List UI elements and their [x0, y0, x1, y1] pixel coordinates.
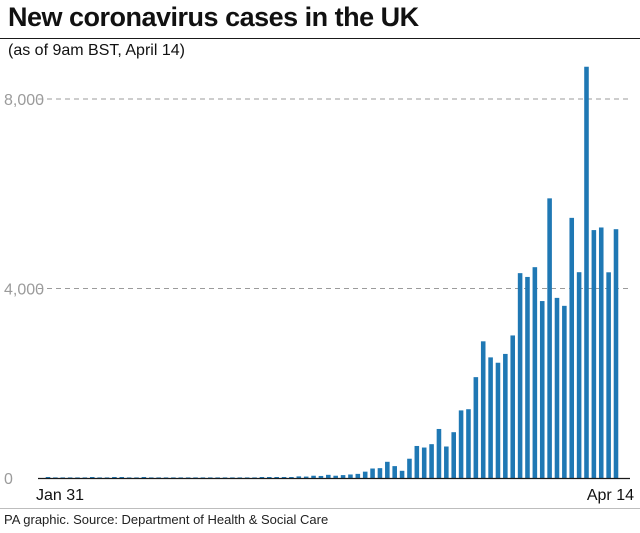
bar	[532, 267, 538, 478]
bar	[119, 477, 125, 478]
bar	[252, 477, 257, 478]
bar	[348, 474, 353, 478]
bar	[569, 217, 575, 479]
bar	[591, 230, 597, 478]
chart-subtitle: (as of 9am BST, April 14)	[8, 42, 185, 59]
bar	[480, 341, 486, 478]
bar	[89, 477, 95, 478]
bar	[259, 477, 265, 478]
bar	[185, 477, 191, 478]
bar	[53, 477, 58, 478]
bar	[311, 475, 316, 478]
bar	[429, 444, 434, 478]
title-divider	[0, 38, 640, 39]
bar	[488, 357, 493, 478]
bar	[97, 477, 102, 478]
bar	[399, 470, 405, 478]
bar	[141, 477, 147, 478]
bar	[458, 410, 464, 478]
bar	[281, 477, 287, 478]
bar	[208, 477, 213, 478]
bar	[163, 477, 169, 478]
bar	[444, 446, 449, 478]
bar	[126, 477, 132, 478]
bar	[104, 477, 110, 478]
footer-divider	[0, 508, 640, 509]
bar	[503, 353, 508, 478]
bar	[562, 305, 567, 478]
bar	[385, 461, 390, 478]
x-tick-label: Jan 31	[36, 487, 84, 504]
bar	[178, 477, 184, 478]
bar	[584, 66, 589, 479]
bar	[377, 468, 383, 478]
bar	[200, 477, 206, 478]
bar	[193, 477, 198, 478]
bars	[45, 66, 619, 479]
bar	[355, 473, 361, 478]
bar	[473, 377, 479, 478]
bar	[598, 227, 604, 478]
bar	[318, 475, 324, 478]
bar	[525, 276, 530, 478]
bar	[60, 477, 66, 478]
bar	[392, 466, 397, 478]
bar	[539, 301, 545, 478]
bar	[495, 362, 501, 478]
bar	[547, 198, 552, 478]
axes: 0 4,000 8,000 Jan 31 Apr 14	[4, 92, 634, 504]
bar	[510, 335, 516, 478]
bar	[414, 445, 420, 478]
bar	[267, 477, 272, 478]
bar	[407, 458, 412, 478]
bar	[451, 432, 456, 478]
gridlines	[38, 98, 630, 289]
y-tick-label: 0	[4, 471, 13, 488]
x-tick-label: Apr 14	[587, 487, 634, 504]
y-tick-label: 8,000	[4, 92, 44, 109]
bar	[289, 477, 294, 478]
bar	[215, 477, 220, 478]
bar	[156, 477, 161, 478]
bar	[134, 477, 139, 478]
y-tick-label: 4,000	[4, 282, 44, 299]
bar	[421, 447, 427, 478]
chart-title: New coronavirus cases in the UK	[8, 2, 419, 32]
bar	[75, 477, 80, 478]
bar	[274, 477, 279, 478]
bar	[606, 272, 611, 478]
bar	[112, 477, 117, 478]
bar	[436, 428, 442, 478]
bar	[370, 468, 375, 478]
bar	[222, 477, 228, 478]
bar	[244, 477, 250, 478]
bar	[148, 477, 154, 478]
bar	[326, 474, 331, 478]
bar	[237, 477, 243, 478]
bar	[303, 476, 309, 478]
bar	[67, 477, 73, 478]
bar	[82, 477, 88, 478]
bar	[333, 475, 338, 478]
bar	[576, 272, 582, 478]
bar	[517, 273, 523, 478]
bar	[362, 471, 368, 478]
bar	[296, 476, 302, 478]
bar	[230, 477, 235, 478]
bar	[466, 409, 471, 478]
bar	[613, 229, 619, 478]
bar	[45, 477, 51, 478]
bar	[340, 475, 346, 478]
bar	[171, 477, 176, 478]
bar	[554, 297, 560, 478]
source-note: PA graphic. Source: Department of Health…	[4, 512, 329, 527]
